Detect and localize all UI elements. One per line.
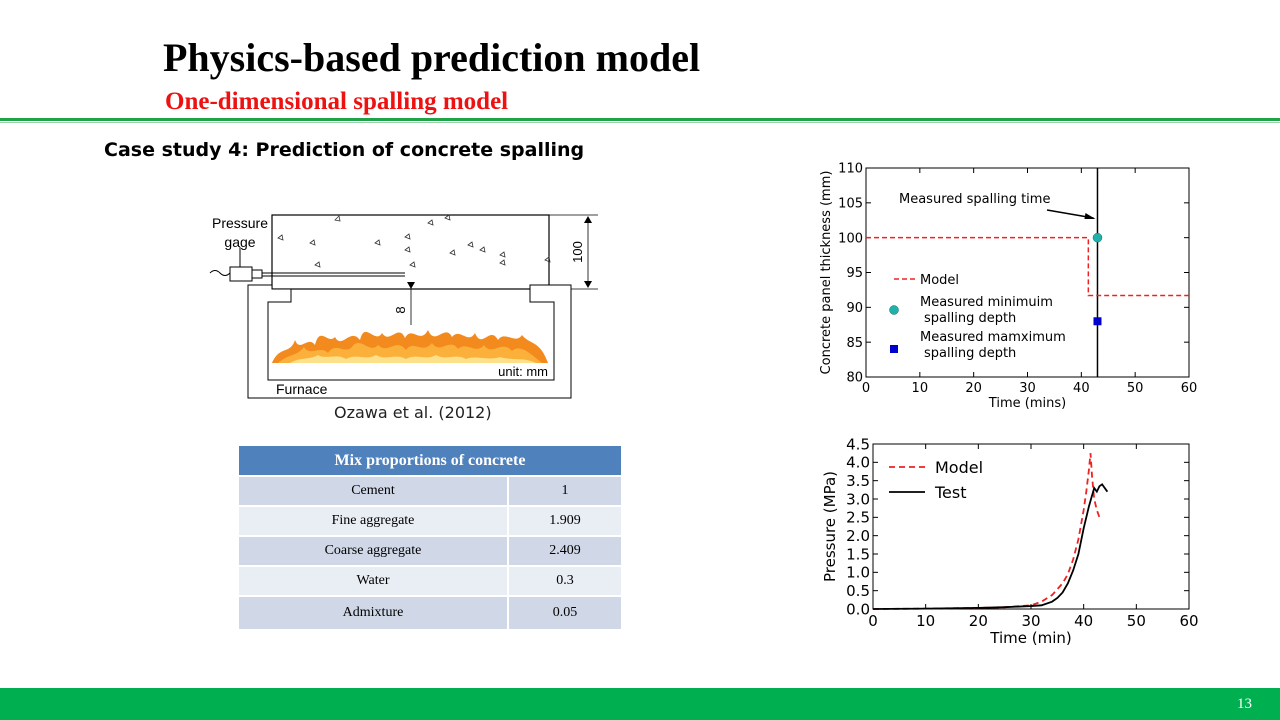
ingredient-value: 0.3 <box>508 565 621 596</box>
x-tick-label: 20 <box>965 381 982 396</box>
pressure-chart: 0 10 20 30 40 50 60 0.00.51.01.52.02.53.03.54.0… <box>821 435 1199 647</box>
x-tick-label: 20 <box>969 612 988 630</box>
pressure-gage-label-2: gage <box>224 234 255 250</box>
page-number: 13 <box>1237 696 1252 712</box>
ingredient-name: Cement <box>239 475 509 506</box>
figure-citation: Ozawa et al. (2012) <box>334 403 492 422</box>
legend-model-label: Model <box>920 273 959 288</box>
y-tick-label: 100 <box>838 231 863 246</box>
table-row: Fine aggregate 1.909 <box>239 505 621 536</box>
ingredient-value: 1 <box>508 475 621 506</box>
x-tick-label: 10 <box>912 381 929 396</box>
max-depth-point <box>1093 317 1102 326</box>
flames <box>272 330 548 363</box>
thickness-dimension-label: 100 <box>570 241 585 263</box>
title-divider-shadow <box>0 122 1280 123</box>
x-tick-label: 60 <box>1181 381 1198 396</box>
x-tick-label: 30 <box>1019 381 1036 396</box>
ingredient-name: Coarse aggregate <box>239 535 509 566</box>
y-tick-label: 3.0 <box>846 490 870 508</box>
y-tick-label: 2.5 <box>846 509 870 527</box>
x-tick-label: 30 <box>1021 612 1040 630</box>
aggregate-marks <box>277 214 551 268</box>
y-tick-label: 3.5 <box>846 472 870 490</box>
min-depth-point <box>1092 232 1103 243</box>
table-row: Cement 1 <box>239 475 621 506</box>
legend-min-label: Measured minimuim <box>920 295 1053 310</box>
table-row: Water 0.3 <box>239 565 621 596</box>
footer-bar: 13 <box>0 688 1280 720</box>
table-header: Mix proportions of concrete <box>239 446 621 476</box>
ingredient-name: Admixture <box>239 595 509 629</box>
x-axis-label: Time (mins) <box>988 396 1066 411</box>
y-tick-label: 105 <box>838 197 863 212</box>
ingredient-value: 1.909 <box>508 505 621 536</box>
slide-title: Physics-based prediction model <box>163 35 701 80</box>
y-tick-label: 0.5 <box>846 582 870 600</box>
legend-model-label: Model <box>935 458 983 477</box>
ingredient-value: 0.05 <box>508 595 621 629</box>
mix-proportions-table: Mix proportions of concrete Cement 1 Fin… <box>239 446 621 629</box>
furnace-setup-diagram: Pressure gage 100 8 unit: mm Furnace <box>209 214 598 399</box>
y-tick-label: 4.5 <box>846 435 870 453</box>
x-axis-label: Time (min) <box>989 629 1071 647</box>
x-tick-label: 60 <box>1179 612 1198 630</box>
legend-max-label-2: spalling depth <box>924 346 1016 361</box>
plot-frame <box>872 443 1190 610</box>
ingredient-name: Water <box>239 565 509 596</box>
y-axis-label: Concrete panel thickness (mm) <box>819 171 834 375</box>
x-tick-label: 50 <box>1127 381 1144 396</box>
annotation-arrowhead <box>1084 213 1096 219</box>
slide-subtitle: One-dimensional spalling model <box>165 88 509 115</box>
ingredient-name: Fine aggregate <box>239 505 509 536</box>
x-tick-label: 40 <box>1074 612 1093 630</box>
y-tick-label: 95 <box>846 266 863 281</box>
y-tick-label: 4.0 <box>846 454 870 472</box>
y-tick-label: 110 <box>838 162 863 177</box>
title-divider <box>0 118 1280 121</box>
x-tick-label: 0 <box>868 612 878 630</box>
thickness-chart: 0 10 20 30 40 50 60 80 85 90 95 100 105 110 Time (mins… <box>819 162 1198 411</box>
y-tick-label: 80 <box>846 371 863 386</box>
x-tick-label: 40 <box>1073 381 1090 396</box>
legend-min-swatch <box>889 305 899 315</box>
y-tick-label: 85 <box>846 336 863 351</box>
legend-test-label: Test <box>934 483 967 502</box>
unit-label: unit: mm <box>498 364 548 379</box>
test-series-line <box>872 483 1109 610</box>
model-series-line <box>866 236 1189 297</box>
plot-frame <box>865 167 1190 378</box>
y-tick-label: 90 <box>846 301 863 316</box>
y-tick-label: 1.5 <box>846 545 870 563</box>
legend-max-label: Measured mamximum <box>920 330 1066 345</box>
x-tick-label: 50 <box>1127 612 1146 630</box>
legend-max-swatch <box>890 345 898 353</box>
spalling-time-annotation: Measured spalling time <box>899 192 1050 207</box>
pressure-gage-body <box>229 266 253 282</box>
table-row: Admixture 0.05 <box>239 595 621 629</box>
x-tick-label: 10 <box>916 612 935 630</box>
y-tick-label: 0.0 <box>846 600 870 618</box>
furnace-label: Furnace <box>276 381 328 397</box>
legend-min-label-2: spalling depth <box>924 311 1016 326</box>
ingredient-value: 2.409 <box>508 535 621 566</box>
case-study-heading: Case study 4: Prediction of concrete spa… <box>104 139 585 161</box>
y-tick-label: 2.0 <box>846 527 870 545</box>
table-row: Coarse aggregate 2.409 <box>239 535 621 566</box>
y-axis-label: Pressure (MPa) <box>821 471 839 582</box>
y-tick-label: 1.0 <box>846 564 870 582</box>
x-tick-label: 0 <box>862 381 870 396</box>
sensor-depth-label: 8 <box>393 306 408 313</box>
concrete-panel <box>271 214 550 290</box>
furnace-body <box>247 284 572 399</box>
pressure-gage-label: Pressure <box>212 215 268 231</box>
